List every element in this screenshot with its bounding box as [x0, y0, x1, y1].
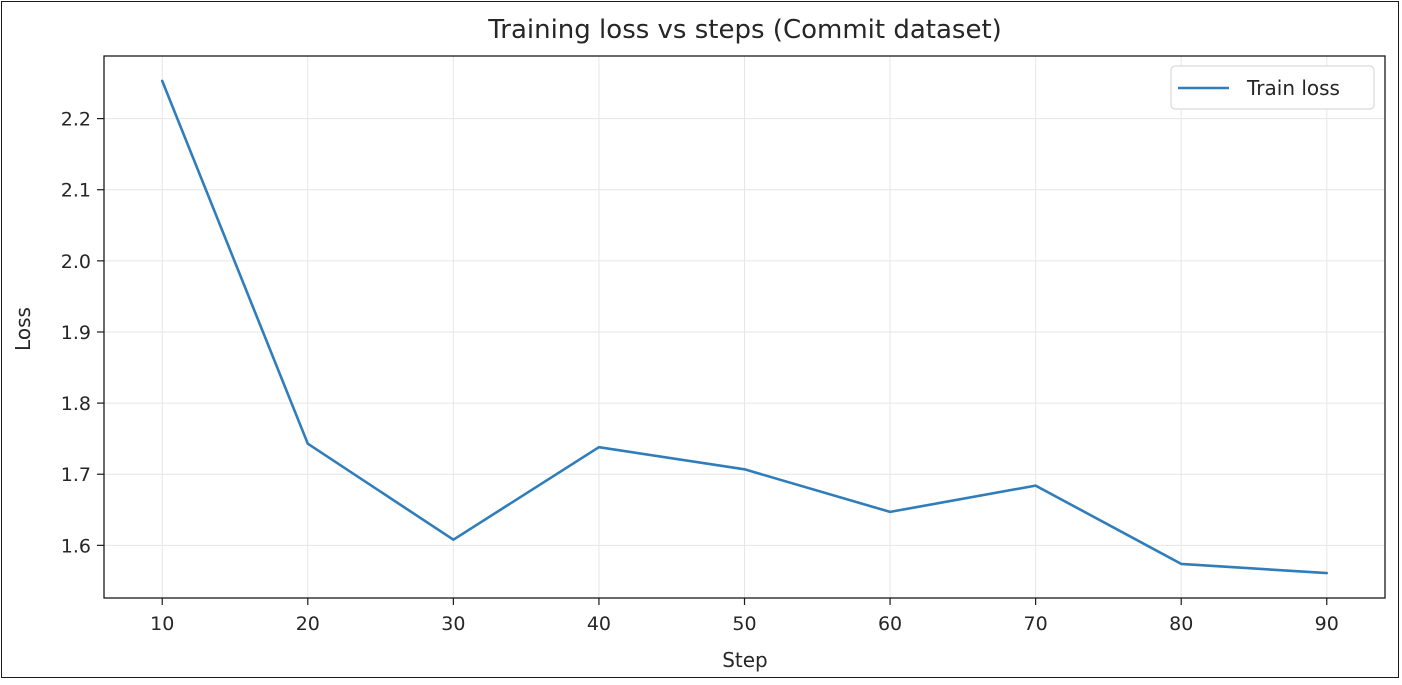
x-tick-label: 50	[732, 613, 756, 635]
x-tick-label: 90	[1315, 613, 1339, 635]
y-axis-label: Loss	[11, 307, 35, 351]
x-axis-label: Step	[722, 648, 768, 672]
legend-label: Train loss	[1246, 76, 1340, 100]
y-tick-label: 1.7	[61, 464, 91, 486]
x-tick-label: 30	[441, 613, 465, 635]
x-tick-label: 20	[296, 613, 320, 635]
y-tick-label: 2.0	[61, 251, 91, 273]
x-axis-ticks: 10 20 30 40 50 60 70 80 90	[150, 598, 1339, 635]
y-tick-label: 1.6	[61, 535, 91, 557]
x-tick-label: 10	[150, 613, 174, 635]
y-tick-label: 1.9	[61, 322, 91, 344]
x-tick-label: 40	[587, 613, 611, 635]
y-axis-ticks: 1.6 1.7 1.8 1.9 2.0 2.1 2.2	[61, 109, 104, 558]
y-tick-label: 1.8	[61, 393, 91, 415]
y-tick-label: 2.2	[61, 109, 91, 131]
y-tick-label: 2.1	[61, 180, 91, 202]
x-tick-label: 60	[878, 613, 902, 635]
chart-title: Training loss vs steps (Commit dataset)	[487, 15, 1002, 45]
x-tick-label: 70	[1024, 613, 1048, 635]
x-tick-label: 80	[1169, 613, 1193, 635]
legend: Train loss	[1171, 66, 1374, 109]
